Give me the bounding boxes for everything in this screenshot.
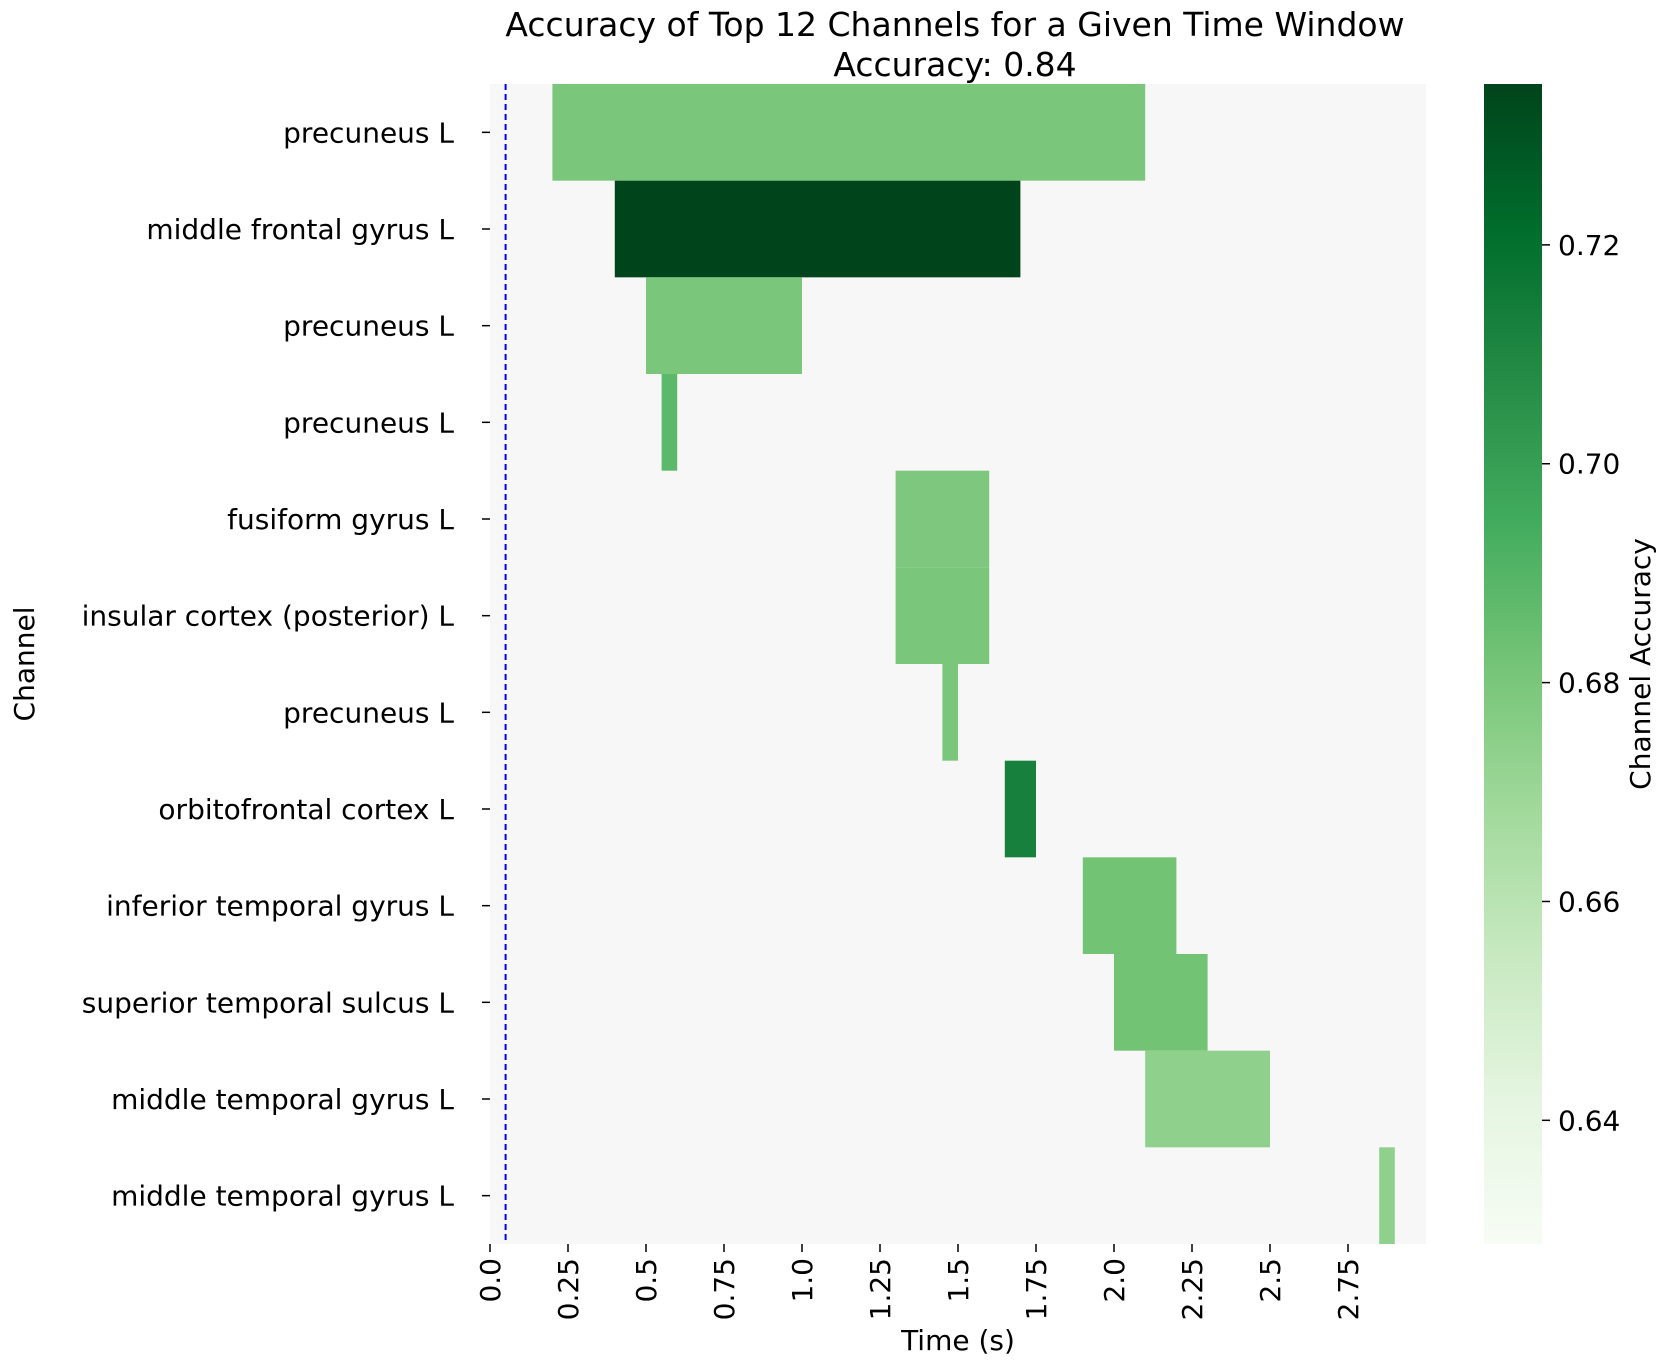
x-tick-label: 2.75 xyxy=(1332,1258,1365,1320)
x-tick-label: 2.5 xyxy=(1254,1258,1287,1303)
x-tick-label: 0.0 xyxy=(474,1258,507,1303)
colorbar-tick-label: 0.70 xyxy=(1558,448,1620,481)
chart-title: Accuracy of Top 12 Channels for a Given … xyxy=(505,5,1404,44)
colorbar: 0.64 0.66 0.68 0.70 0.72 Channel Accuracy xyxy=(1484,84,1657,1244)
x-axis-label: Time (s) xyxy=(900,1324,1015,1357)
plot-area xyxy=(490,84,1426,1244)
x-tick-label: 2.25 xyxy=(1176,1258,1209,1320)
colorbar-label: Channel Accuracy xyxy=(1624,538,1657,790)
y-axis-label: Channel xyxy=(8,607,41,722)
heatmap-cell xyxy=(942,664,958,761)
colorbar-tick-label: 0.72 xyxy=(1558,229,1620,262)
x-tick-label: 1.25 xyxy=(864,1258,897,1320)
colorbar-gradient xyxy=(1484,84,1542,1244)
heatmap-cell xyxy=(895,470,990,568)
x-tick-label: 0.75 xyxy=(708,1258,741,1320)
colorbar-tick-label: 0.66 xyxy=(1558,885,1620,918)
x-tick-label: 0.5 xyxy=(630,1258,663,1303)
heatmap-cell xyxy=(1004,760,1036,858)
heatmap-cell xyxy=(1379,1147,1395,1244)
x-tick-label: 1.75 xyxy=(1020,1258,1053,1320)
y-tick-label: fusiform gyrus L xyxy=(227,503,454,536)
colorbar-tick-label: 0.64 xyxy=(1558,1104,1620,1137)
colorbar-ticks: 0.64 0.66 0.68 0.70 0.72 xyxy=(1542,229,1620,1137)
y-tick-label: superior temporal sulcus L xyxy=(82,986,455,1019)
x-axis: 0.0 0.25 0.5 0.75 1.0 1.25 1.5 1.75 2.0 2.25 2.5 2.… xyxy=(474,1244,1365,1320)
y-tick-label: middle temporal gyrus L xyxy=(111,1083,454,1116)
y-tick-label: precuneus L xyxy=(283,696,454,729)
heatmap-cell xyxy=(1114,954,1208,1051)
heatmap-cell xyxy=(552,84,1146,181)
heatmap-cell xyxy=(895,567,990,664)
y-tick-label: orbitofrontal cortex L xyxy=(158,793,454,826)
heatmap-cells xyxy=(552,84,1395,1244)
y-tick-label: insular cortex (posterior) L xyxy=(82,600,455,633)
x-tick-label: 0.25 xyxy=(552,1258,585,1320)
y-axis: precuneus L middle frontal gyrus L precune… xyxy=(82,116,490,1213)
y-tick-label: inferior temporal gyrus L xyxy=(106,890,454,923)
colorbar-tick-label: 0.68 xyxy=(1558,667,1620,700)
y-tick-label: middle temporal gyrus L xyxy=(111,1180,454,1213)
x-tick-label: 2.0 xyxy=(1098,1258,1131,1303)
y-tick-label: precuneus L xyxy=(283,116,454,149)
x-tick-label: 1.5 xyxy=(942,1258,975,1303)
heatmap-cell xyxy=(1145,1050,1270,1148)
x-tick-label: 1.0 xyxy=(786,1258,819,1303)
heatmap-cell xyxy=(646,277,802,374)
y-tick-label: precuneus L xyxy=(283,310,454,343)
chart-subtitle: Accuracy: 0.84 xyxy=(833,45,1076,84)
heatmap-cell xyxy=(1082,857,1177,954)
heatmap-cell xyxy=(661,374,678,471)
heatmap-cell xyxy=(614,180,1021,278)
y-tick-label: precuneus L xyxy=(283,406,454,439)
y-tick-label: middle frontal gyrus L xyxy=(146,213,454,246)
